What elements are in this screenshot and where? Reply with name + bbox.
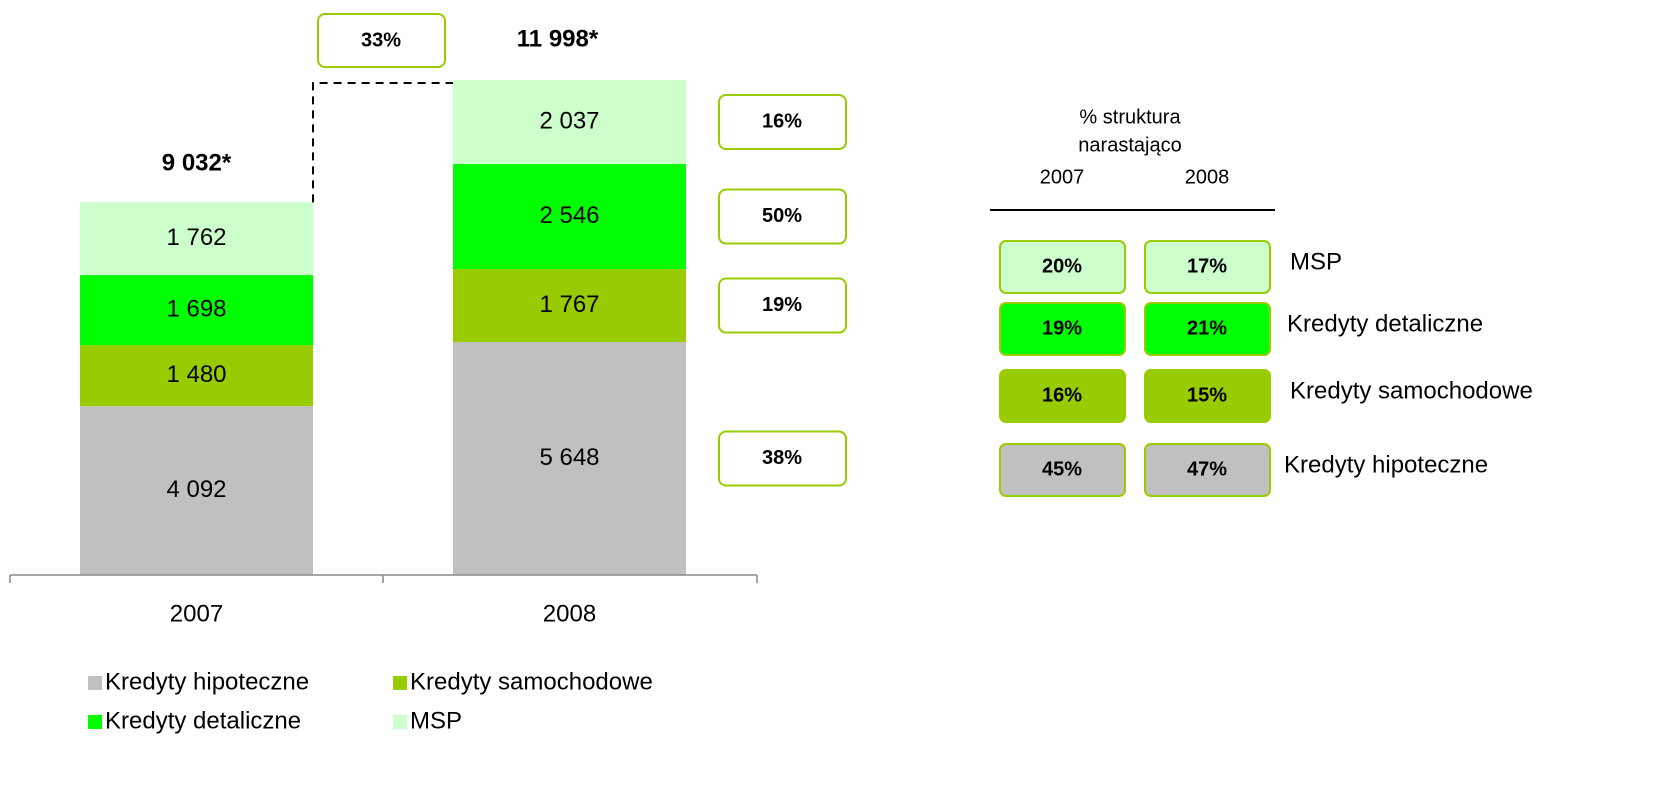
bar-segment: [453, 80, 686, 165]
structure-cell: [1144, 443, 1271, 497]
structure-row-label: Kredyty samochodowe: [1290, 377, 1533, 404]
change-box: [718, 430, 847, 487]
bar-segment: [80, 406, 313, 575]
change-box: [718, 94, 847, 151]
bar-segment: [453, 341, 686, 575]
structure-column: 2007: [1040, 166, 1085, 188]
value-label: 2 037: [539, 107, 599, 134]
total-label: 11 998*: [517, 25, 599, 52]
structure-row-label: Kredyty detaliczne: [1287, 310, 1483, 337]
total-label: 9 032*: [162, 150, 232, 177]
value-label: 1 698: [166, 295, 226, 322]
bar-segment: [80, 275, 313, 346]
structure-value: 19%: [1042, 317, 1082, 339]
growth-label: 33%: [361, 29, 401, 51]
change-box: [718, 277, 847, 334]
structure-cell: [999, 302, 1126, 356]
value-label: 5 648: [539, 444, 599, 471]
structure-value: 47%: [1187, 458, 1227, 480]
structure-row-label: MSP: [1290, 248, 1342, 275]
value-label: 2 546: [539, 202, 599, 229]
structure-cell: [999, 369, 1126, 423]
legend-swatch: [393, 715, 407, 729]
structure-cell: [999, 240, 1126, 294]
change-label: 16%: [762, 110, 802, 132]
structure-value: 16%: [1042, 384, 1082, 406]
bar-segment: [453, 269, 686, 342]
legend-label: Kredyty detaliczne: [105, 707, 301, 734]
structure-cell: [1144, 369, 1271, 423]
value-label: 1 480: [166, 361, 226, 388]
structure-value: 20%: [1042, 255, 1082, 277]
structure-column: 2008: [1185, 166, 1230, 188]
value-label: 1 762: [166, 224, 226, 251]
growth-box: [317, 13, 446, 68]
legend-swatch: [88, 715, 102, 729]
legend-swatch: [393, 676, 407, 690]
bar-segment: [80, 202, 313, 276]
structure-cell: [999, 443, 1126, 497]
structure-value: 45%: [1042, 458, 1082, 480]
change-label: 50%: [762, 205, 802, 227]
x-tick-label: 2008: [543, 600, 596, 627]
bar-segment: [80, 345, 313, 407]
structure-title: narastająco: [1078, 134, 1181, 156]
legend-label: MSP: [410, 707, 462, 734]
structure-cell: [1144, 240, 1271, 294]
change-box: [718, 188, 847, 245]
value-label: 1 767: [539, 291, 599, 318]
structure-row-label: Kredyty hipoteczne: [1284, 451, 1488, 478]
change-label: 19%: [762, 294, 802, 316]
x-tick-label: 2007: [170, 600, 223, 627]
value-label: 4 092: [166, 476, 226, 503]
growth-connector: [312, 82, 453, 203]
structure-value: 21%: [1187, 317, 1227, 339]
legend-label: Kredyty samochodowe: [410, 668, 653, 695]
bar-segment: [453, 164, 686, 270]
structure-value: 17%: [1187, 255, 1227, 277]
legend-swatch: [88, 676, 102, 690]
structure-value: 15%: [1187, 384, 1227, 406]
change-label: 38%: [762, 447, 802, 469]
structure-title: % struktura: [1079, 106, 1181, 128]
legend-label: Kredyty hipoteczne: [105, 668, 309, 695]
structure-cell: [1144, 302, 1271, 356]
